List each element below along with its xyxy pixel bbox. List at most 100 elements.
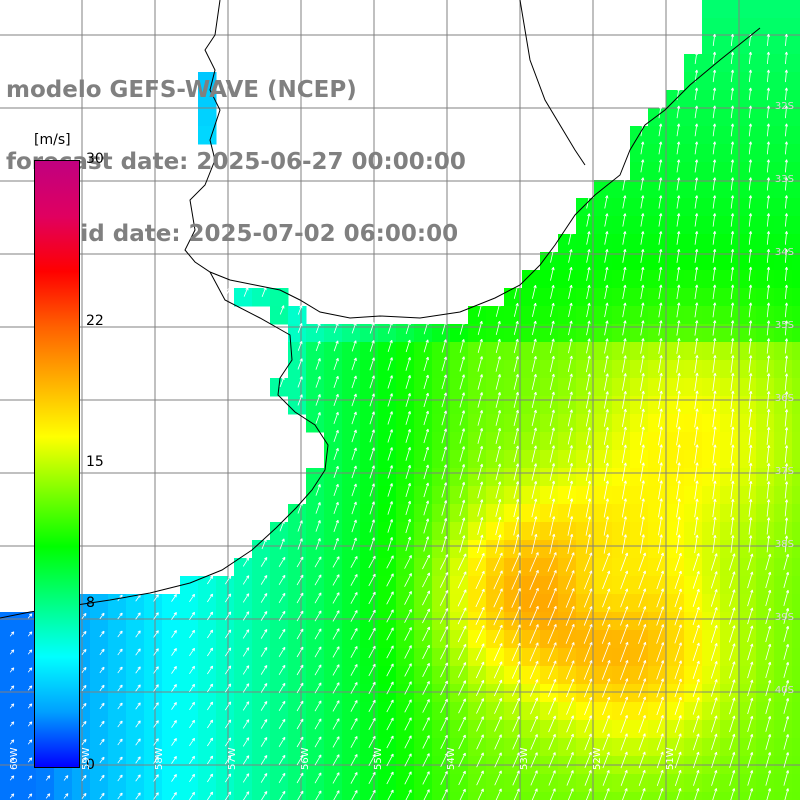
wind-speed-cell — [558, 504, 577, 523]
wind-speed-cell — [216, 648, 235, 667]
wind-speed-cell — [612, 738, 631, 757]
wind-arrow — [99, 648, 105, 656]
wind-speed-cell — [234, 738, 253, 757]
wind-speed-cell — [522, 432, 541, 451]
wind-arrow — [441, 339, 447, 353]
wind-speed-cell — [558, 288, 577, 307]
wind-speed-cell — [702, 720, 721, 739]
wind-arrow — [350, 754, 358, 766]
wind-arrow — [386, 645, 394, 659]
wind-speed-cell — [540, 522, 559, 541]
wind-arrow — [189, 773, 195, 783]
wind-speed-cell — [234, 702, 253, 721]
wind-speed-cell — [216, 702, 235, 721]
wind-speed-cell — [90, 702, 109, 721]
wind-speed-cell — [540, 414, 559, 433]
wind-speed-cell — [126, 648, 145, 667]
wind-speed-cell — [576, 684, 595, 703]
wind-speed-cell — [684, 144, 703, 163]
wind-speed-cell — [522, 306, 541, 325]
wind-arrow — [531, 516, 538, 536]
wind-arrow — [27, 703, 33, 709]
wind-speed-cell — [756, 324, 775, 343]
wind-arrow — [27, 667, 33, 673]
wind-arrow — [423, 428, 429, 444]
wind-arrow — [459, 321, 465, 335]
wind-speed-cell — [774, 324, 793, 343]
wind-speed-cell — [234, 288, 253, 307]
wind-arrow — [171, 612, 177, 620]
wind-arrow — [531, 338, 537, 354]
wind-speed-cell — [162, 612, 181, 631]
wind-arrow — [368, 753, 376, 767]
wind-arrow — [476, 698, 484, 714]
wind-speed-cell — [576, 468, 595, 487]
wind-speed-cell — [360, 504, 379, 523]
wind-speed-cell — [342, 324, 361, 343]
wind-arrow — [441, 374, 447, 390]
wind-speed-cell — [756, 396, 775, 415]
wind-arrow — [278, 646, 286, 658]
wind-arrow — [711, 769, 718, 786]
wind-arrow — [512, 715, 520, 732]
wind-arrow — [457, 625, 467, 643]
wind-speed-cell — [234, 684, 253, 703]
wind-arrow — [296, 646, 304, 658]
wind-arrow — [477, 356, 483, 372]
wind-speed-cell — [720, 144, 739, 163]
wind-speed-cell — [702, 234, 721, 253]
wind-arrow — [279, 538, 285, 550]
wind-arrow — [692, 553, 700, 571]
wind-speed-cell — [468, 486, 487, 505]
wind-arrow — [422, 608, 430, 624]
wind-speed-cell — [90, 684, 109, 703]
wind-arrows — [9, 33, 790, 800]
wind-speed-cell — [450, 378, 469, 397]
wind-arrow — [729, 571, 736, 589]
wind-speed-cell — [702, 252, 721, 271]
wind-arrow — [45, 793, 51, 799]
wind-speed-cell — [756, 450, 775, 469]
wind-speed-cell — [738, 18, 757, 37]
wind-speed-cell — [252, 540, 271, 559]
wind-speed-cell — [522, 558, 541, 577]
wind-arrow — [639, 462, 645, 482]
wind-speed-cell — [720, 360, 739, 379]
wind-arrow — [476, 679, 485, 696]
wind-arrow — [766, 391, 771, 409]
wind-arrow — [405, 374, 411, 389]
wind-speed-cell — [288, 360, 307, 379]
wind-speed-cell — [144, 630, 163, 649]
wind-speed-cell — [360, 432, 379, 451]
wind-arrow — [585, 373, 591, 391]
wind-arrow — [656, 678, 665, 698]
wind-arrow — [566, 751, 574, 768]
wind-arrow — [674, 588, 682, 608]
wind-arrow — [386, 591, 394, 605]
wind-arrow — [676, 372, 681, 392]
wind-arrow — [676, 320, 681, 336]
wind-arrow — [332, 628, 340, 640]
wind-speed-cell — [108, 612, 127, 631]
wind-arrow — [602, 733, 610, 751]
wind-speed-cell — [738, 630, 757, 649]
wind-arrow — [531, 788, 538, 800]
wind-arrow — [549, 445, 555, 463]
wind-arrow — [386, 609, 394, 623]
wind-speed-cell — [360, 522, 379, 541]
wind-speed-cell — [198, 702, 217, 721]
wind-speed-cell — [270, 738, 289, 757]
wind-speed-cell — [612, 324, 631, 343]
wind-arrow — [260, 683, 268, 693]
wind-arrow — [730, 33, 735, 46]
wind-speed-cell — [684, 522, 703, 541]
wind-speed-cell — [792, 594, 800, 613]
wind-speed-cell — [594, 414, 613, 433]
wind-arrow — [278, 736, 286, 748]
wind-arrow — [493, 624, 503, 644]
wind-arrow — [386, 555, 394, 569]
wind-speed-cell — [576, 504, 595, 523]
wind-arrow — [567, 409, 573, 427]
wind-arrow — [712, 213, 717, 227]
